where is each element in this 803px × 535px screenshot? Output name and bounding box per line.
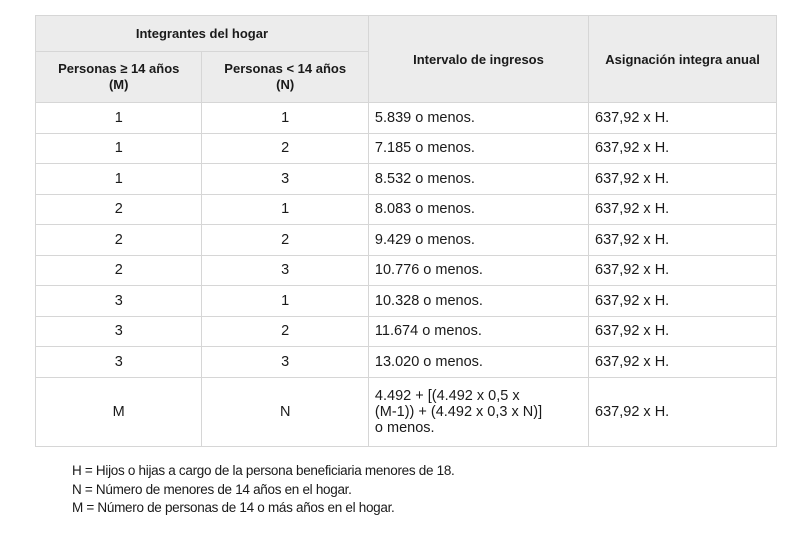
- cell-m: 1: [34, 132, 203, 164]
- header-income-interval: Intervalo de ingresos: [367, 15, 590, 103]
- cell-n: 2: [201, 132, 369, 164]
- header-persons-14-plus: Personas ≥ 14 años (M): [34, 51, 203, 103]
- cell-m: M: [34, 376, 203, 447]
- table-footnotes: H = Hijos o hijas a cargo de la persona …: [72, 462, 455, 518]
- cell-allowance: 637,92 x H.: [588, 132, 777, 164]
- table-row: 3 2 11.674 o menos. 637,92 x H.: [34, 315, 777, 347]
- formula-line-3: o menos.: [374, 419, 435, 436]
- table-row: 2 1 8.083 o menos. 637,92 x H.: [34, 193, 777, 225]
- table-row: 3 1 10.328 o menos. 637,92 x H.: [34, 285, 777, 317]
- cell-income: 9.429 o menos.: [367, 224, 590, 256]
- table-row: 2 2 9.429 o menos. 637,92 x H.: [34, 224, 777, 256]
- table-row: 2 3 10.776 o menos. 637,92 x H.: [34, 254, 777, 286]
- header-persons-14-plus-symbol: (M): [108, 77, 129, 92]
- cell-allowance: 637,92 x H.: [588, 193, 777, 225]
- cell-income-formula: 4.492 + [(4.492 x 0,5 x (M-1)) + (4.492 …: [367, 376, 590, 447]
- cell-allowance: 637,92 x H.: [588, 102, 777, 134]
- cell-allowance: 637,92 x H.: [588, 224, 777, 256]
- cell-allowance: 637,92 x H.: [588, 254, 777, 286]
- table-row-formula: M N 4.492 + [(4.492 x 0,5 x (M-1)) + (4.…: [34, 376, 777, 447]
- cell-n: 1: [201, 102, 369, 134]
- cell-n: 3: [201, 254, 369, 286]
- formula-line-2: (M-1)) + (4.492 x 0,3 x N)]: [374, 403, 543, 420]
- cell-m: 2: [34, 193, 203, 225]
- cell-n: 3: [201, 346, 369, 378]
- cell-m: 3: [34, 346, 203, 378]
- header-persons-14-plus-label: Personas ≥ 14 años: [58, 61, 180, 76]
- cell-allowance: 637,92 x H.: [588, 346, 777, 378]
- footnote-n: N = Número de menores de 14 años en el h…: [72, 481, 352, 497]
- table-row: 1 3 8.532 o menos. 637,92 x H.: [34, 163, 777, 195]
- cell-income: 11.674 o menos.: [367, 315, 590, 347]
- header-persons-under-14-symbol: (N): [276, 77, 295, 92]
- cell-allowance: 637,92 x H.: [588, 163, 777, 195]
- header-household-members: Integrantes del hogar: [35, 15, 369, 52]
- cell-allowance: 637,92 x H.: [588, 315, 777, 347]
- cell-m: 3: [34, 285, 203, 317]
- header-persons-under-14: Personas < 14 años (N): [201, 51, 369, 103]
- footnote-h: H = Hijos o hijas a cargo de la persona …: [72, 463, 455, 478]
- footnote-m: M = Número de personas de 14 o más años …: [72, 500, 395, 515]
- cell-allowance: 637,92 x H.: [588, 285, 777, 317]
- income-allowance-table: Integrantes del hogar Intervalo de ingre…: [34, 15, 777, 447]
- cell-m: 3: [34, 315, 203, 347]
- cell-income: 8.083 o menos.: [367, 193, 590, 225]
- cell-n: 2: [201, 315, 369, 347]
- cell-allowance: 637,92 x H.: [588, 376, 777, 447]
- table-row: 3 3 13.020 o menos. 637,92 x H.: [34, 346, 777, 378]
- cell-income: 7.185 o menos.: [367, 132, 590, 164]
- cell-m: 1: [34, 102, 203, 134]
- cell-income: 5.839 o menos.: [367, 102, 590, 134]
- cell-m: 2: [34, 224, 203, 256]
- table-row: 1 2 7.185 o menos. 637,92 x H.: [34, 132, 777, 164]
- cell-m: 1: [34, 163, 203, 195]
- formula-line-1: 4.492 + [(4.492 x 0,5 x: [374, 387, 520, 404]
- cell-income: 10.328 o menos.: [367, 285, 590, 317]
- cell-income: 8.532 o menos.: [367, 163, 590, 195]
- cell-income: 10.776 o menos.: [367, 254, 590, 286]
- cell-n: 2: [201, 224, 369, 256]
- cell-m: 2: [34, 254, 203, 286]
- cell-n: 3: [201, 163, 369, 195]
- table-row: 1 1 5.839 o menos. 637,92 x H.: [34, 102, 777, 134]
- header-annual-allowance: Asignación integra anual: [588, 15, 777, 103]
- cell-n: 1: [201, 285, 369, 317]
- header-persons-under-14-label: Personas < 14 años: [224, 61, 347, 76]
- cell-n: 1: [201, 193, 369, 225]
- cell-n: N: [201, 376, 369, 447]
- cell-income: 13.020 o menos.: [367, 346, 590, 378]
